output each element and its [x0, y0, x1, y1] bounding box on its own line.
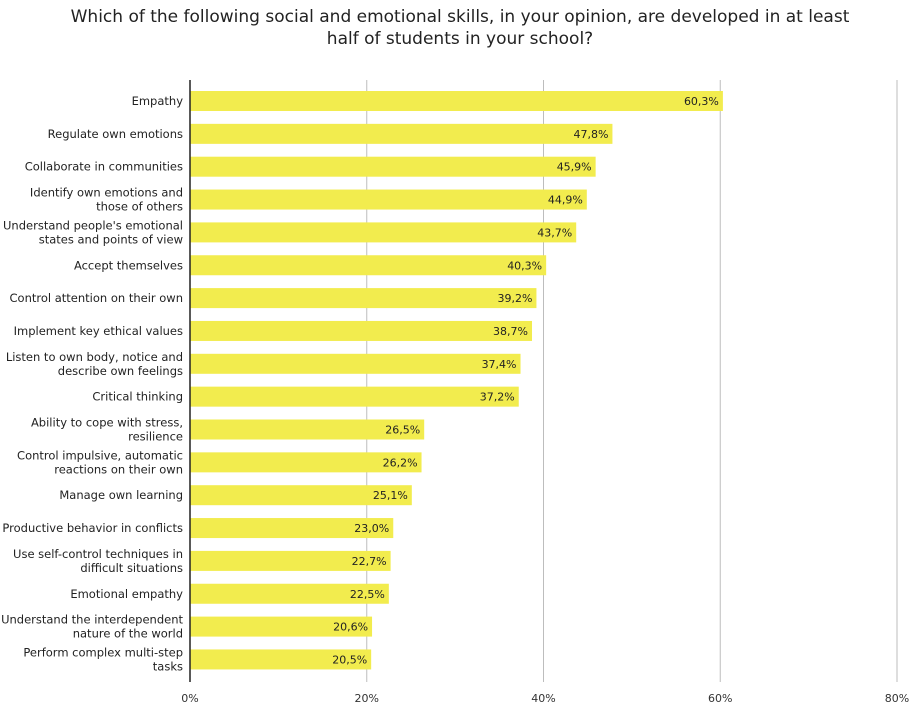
category-label: nature of the world: [73, 627, 183, 641]
bars: 60,3% 47,8% 45,9% 44,9% 43,7% 40,3% 39,2% 38,7%…: [190, 91, 723, 670]
category-label: reactions on their own: [54, 462, 183, 476]
category-label: Productive behavior in conflicts: [2, 521, 183, 535]
data-label: 22,7%: [352, 555, 387, 568]
category-label: Control attention on their own: [10, 291, 184, 305]
data-label: 25,1%: [373, 489, 408, 502]
data-label: 20,5%: [332, 653, 367, 666]
data-label: 44,9%: [548, 194, 583, 207]
category-label: difficult situations: [80, 561, 183, 575]
category-label: Ability to cope with stress,: [31, 416, 183, 430]
x-tick-labels: 0% 20% 40% 60% 80%: [181, 692, 909, 705]
bar: [190, 550, 391, 571]
data-label: 40,3%: [507, 259, 542, 272]
category-labels: Empathy Regulate own emotions Collaborate …: [1, 94, 183, 673]
category-label: Regulate own emotions: [48, 127, 183, 141]
bar: [190, 649, 372, 670]
category-label: Collaborate in communities: [25, 160, 183, 174]
bar: [190, 222, 577, 243]
category-label: Understand people's emotional: [3, 218, 183, 232]
category-label: resilience: [128, 430, 183, 444]
bar: [190, 419, 425, 440]
category-label: Listen to own body, notice and: [6, 350, 183, 364]
category-label: Emotional empathy: [70, 587, 183, 601]
data-label: 37,2%: [480, 391, 515, 404]
bar: [190, 518, 394, 539]
bar: [190, 189, 587, 210]
data-label: 39,2%: [497, 292, 532, 305]
category-label: Control impulsive, automatic: [17, 448, 183, 462]
data-label: 23,0%: [354, 522, 389, 535]
bar: [190, 156, 596, 177]
bar: [190, 288, 537, 309]
category-label: Implement key ethical values: [14, 324, 183, 338]
category-label: describe own feelings: [58, 364, 183, 378]
data-label: 26,5%: [385, 424, 420, 437]
bar: [190, 255, 547, 276]
category-label: Use self-control techniques in: [13, 547, 183, 561]
data-label: 26,2%: [383, 456, 418, 469]
chart-title: Which of the following social and emotio…: [70, 7, 850, 49]
data-label: 38,7%: [493, 325, 528, 338]
data-label: 45,9%: [557, 161, 592, 174]
bar: [190, 386, 519, 407]
x-tick-label: 0%: [181, 692, 198, 705]
data-label: 20,6%: [333, 621, 368, 634]
category-label: Critical thinking: [92, 390, 183, 404]
category-label: Perform complex multi-step: [23, 645, 183, 659]
bar: [190, 353, 521, 374]
bar: [190, 320, 533, 341]
category-label: Understand the interdependent: [1, 613, 183, 627]
category-label: Empathy: [132, 94, 184, 108]
category-label: Identify own emotions and: [30, 186, 183, 200]
grid-lines: [366, 80, 898, 682]
data-label: 60,3%: [684, 95, 719, 108]
x-tick-label: 20%: [355, 692, 379, 705]
category-label: Manage own learning: [59, 488, 183, 502]
category-label: states and points of view: [39, 232, 183, 246]
data-label: 47,8%: [573, 128, 608, 141]
category-label: Accept themselves: [74, 258, 183, 272]
category-label: tasks: [153, 659, 183, 673]
x-tick-label: 40%: [531, 692, 555, 705]
bar: [190, 485, 412, 506]
bar: [190, 452, 422, 473]
bar: [190, 583, 389, 604]
bar: [190, 91, 723, 111]
data-label: 43,7%: [537, 226, 572, 239]
x-tick-label: 80%: [885, 692, 909, 705]
data-label: 37,4%: [482, 358, 517, 371]
x-tick-label: 60%: [708, 692, 732, 705]
category-label: those of others: [96, 200, 183, 214]
bar: [190, 123, 613, 144]
data-label: 22,5%: [350, 588, 385, 601]
bar: [190, 616, 373, 637]
